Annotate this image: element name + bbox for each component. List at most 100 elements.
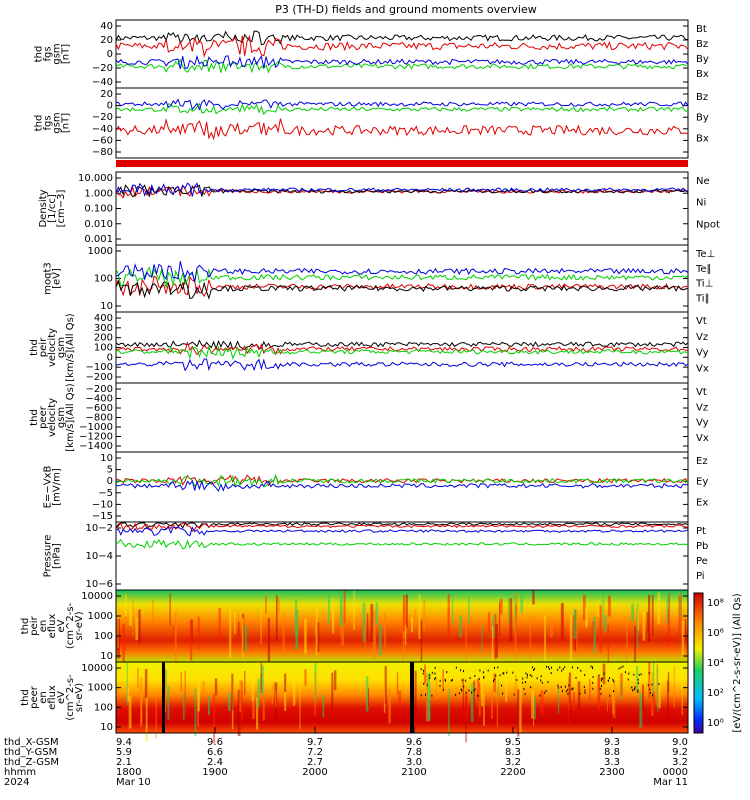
low-count-pixel (572, 687, 574, 690)
low-count-pixel (651, 683, 653, 686)
low-count-pixel (429, 677, 431, 680)
heatmap-streak (122, 624, 126, 674)
panel-p2: 200−20−40−60−80 thdfgsgsm[nT] Bz By Bx (34, 87, 709, 159)
panel-p10: 10000 1000 100 10 thdpeerenefluxeV(cm^2-s-sr… (20, 661, 689, 744)
heatmap-streak (418, 593, 421, 639)
y-tick-label: 5 (107, 465, 113, 476)
series-Bx (115, 98, 689, 111)
low-count-pixel (540, 675, 542, 678)
heatmap-streak (197, 682, 200, 712)
heatmap-streak (295, 610, 299, 650)
low-count-pixel (434, 672, 436, 675)
heatmap-streak (576, 610, 578, 655)
heatmap-streak (492, 614, 496, 639)
y-axis-title-line: Pressure (43, 535, 54, 578)
heatmap-streak (197, 684, 199, 727)
heatmap-streak (404, 624, 407, 646)
heatmap-streak (366, 613, 369, 640)
low-count-pixel (423, 682, 425, 685)
heatmap-streak (531, 690, 534, 719)
y-tick-label: 20 (100, 35, 113, 46)
low-count-pixel (493, 666, 495, 669)
heatmap-streak (240, 680, 243, 721)
heatmap-streak (229, 607, 232, 659)
x-row-value: 3.3 (604, 757, 620, 768)
low-count-pixel (434, 677, 436, 680)
heatmap-streak (529, 616, 532, 664)
series-Pe (115, 538, 689, 550)
series-Npot (115, 182, 689, 197)
heatmap-streak (483, 693, 485, 726)
heatmap-streak (182, 692, 185, 721)
low-count-pixel (540, 679, 542, 682)
heatmap-streak (322, 694, 325, 718)
heatmap-area (116, 590, 688, 662)
low-count-pixel (564, 666, 566, 669)
series-Te⊥ (115, 275, 689, 297)
low-count-pixel (506, 671, 508, 674)
heatmap-streak (572, 692, 575, 711)
legend-Ez: Ez (696, 456, 708, 467)
y-axis-title-line: thd (34, 115, 45, 132)
heatmap-streak (414, 670, 417, 719)
y-tick-label: 1000 (88, 246, 113, 257)
y-axis-title-line: peer (29, 685, 40, 709)
low-count-pixel (516, 678, 518, 681)
heatmap-streak (261, 665, 264, 695)
y-tick-label: −15 (92, 511, 113, 522)
low-count-pixel (494, 678, 496, 681)
x-row-value: 7.2 (307, 747, 323, 758)
heatmap-streak (128, 608, 132, 626)
y-tick-label: −1200 (79, 432, 113, 443)
series-Ex (115, 479, 689, 493)
y-tick-label: 40 (100, 21, 113, 32)
x-row-value: 2.1 (116, 757, 132, 768)
low-count-pixel (463, 670, 465, 673)
y-tick-label: −40 (92, 77, 113, 88)
heatmap-streak (612, 686, 614, 715)
low-count-pixel (451, 678, 453, 681)
low-count-pixel (525, 672, 527, 675)
heatmap-streak (465, 623, 467, 662)
low-count-pixel (460, 669, 462, 672)
low-count-pixel (525, 681, 527, 684)
heatmap-streak (532, 590, 535, 605)
x-row-value: 3.2 (505, 757, 521, 768)
y-axis-title-line: eflux (47, 614, 58, 639)
y-tick-label: −80 (92, 147, 113, 158)
heatmap-streak (427, 672, 431, 720)
heatmap-streak (597, 675, 600, 702)
low-count-pixel (599, 687, 601, 690)
heatmap-streak (549, 618, 553, 638)
legend-Npot: Npot (696, 219, 720, 230)
y-axis-title-line: gsm (52, 112, 63, 133)
series-By (115, 102, 689, 116)
series-Bt (115, 30, 689, 46)
heatmap-streak (379, 625, 382, 656)
y-axis-title-line: [nPa] (52, 543, 63, 569)
heatmap-streak (145, 695, 148, 742)
low-count-pixel (598, 674, 600, 677)
heatmap-streak (667, 680, 669, 721)
heatmap-streak (518, 683, 522, 733)
series-Pt (115, 522, 689, 530)
low-count-pixel (529, 673, 531, 676)
x-row-value: 7.8 (406, 747, 422, 758)
y-axis-title-line: Density (38, 189, 49, 227)
legend-Ne: Ne (696, 176, 710, 187)
y-axis-title-line: eflux (47, 685, 58, 710)
low-count-pixel (568, 684, 570, 687)
low-count-pixel (545, 665, 547, 668)
y-axis-title-line: thd (29, 339, 40, 356)
y-axis-title-line: eV (56, 691, 67, 704)
low-count-pixel (583, 685, 585, 688)
low-count-pixel (531, 666, 533, 669)
y-axis-title-line: velocity (47, 398, 58, 437)
y-axis-title-line: thd (29, 409, 40, 426)
series-Pi (115, 526, 689, 537)
heatmap-streak (639, 693, 643, 728)
low-count-pixel (482, 671, 484, 674)
heatmap-streak (488, 611, 491, 633)
heatmap-streak (491, 625, 494, 670)
low-count-pixel (530, 686, 532, 689)
